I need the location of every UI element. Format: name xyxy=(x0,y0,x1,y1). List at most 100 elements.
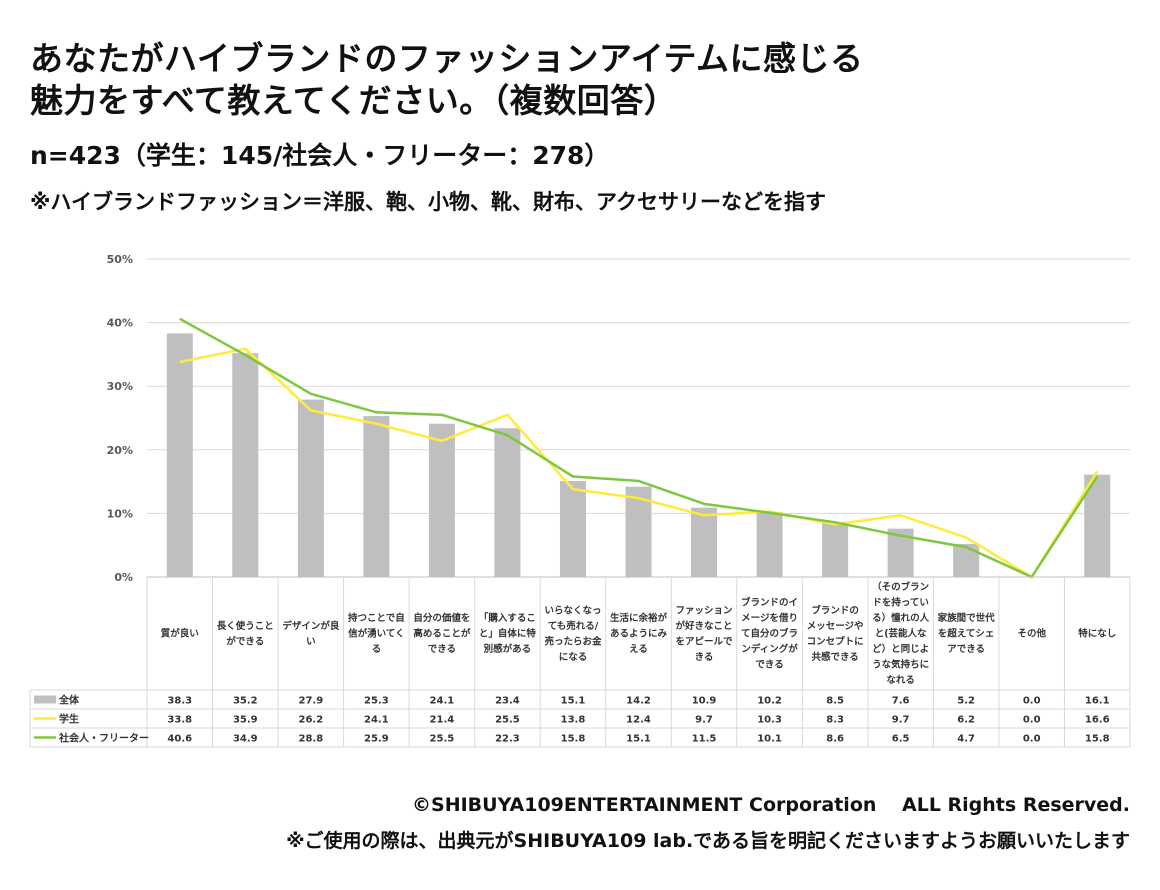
data-label: 15.8 xyxy=(1085,734,1110,745)
bar-overall xyxy=(428,423,455,577)
data-label: 10.3 xyxy=(757,715,782,726)
category-label: ても売れる/ xyxy=(548,620,599,632)
y-tick-label: 50% xyxy=(107,253,133,266)
category-label: える xyxy=(629,644,648,655)
category-label: 「購入するこ xyxy=(479,612,536,624)
data-label: 15.1 xyxy=(626,734,651,745)
data-label: 16.6 xyxy=(1085,715,1110,726)
bar-overall xyxy=(953,543,980,577)
category-label: と」自体に特 xyxy=(479,628,537,640)
category-label: できる xyxy=(428,644,456,655)
bar-overall xyxy=(822,522,849,577)
data-label: 16.1 xyxy=(1085,696,1110,707)
category-label: あるようにみ xyxy=(610,628,668,640)
data-label: 27.9 xyxy=(298,696,323,707)
data-label: 24.1 xyxy=(364,715,389,726)
chart-title-line-1: あなたがハイブランドのファッションアイテムに感じる xyxy=(30,39,864,78)
category-label: 特になし xyxy=(1078,628,1116,640)
data-label: 5.2 xyxy=(957,696,975,707)
category-label: る xyxy=(372,644,382,655)
copyright-text: ©SHIBUYA109ENTERTAINMENT Corporation ALL… xyxy=(412,794,1130,816)
data-label: 40.6 xyxy=(167,734,192,745)
data-label: 13.8 xyxy=(561,715,586,726)
data-label: 35.2 xyxy=(233,696,258,707)
category-label: と(芸能人な xyxy=(875,628,927,640)
data-label: 14.2 xyxy=(626,696,651,707)
data-label: 33.8 xyxy=(167,715,192,726)
category-label: デザインが良 xyxy=(282,620,340,632)
category-label: ど）と同じよ xyxy=(872,643,929,655)
data-label: 10.2 xyxy=(757,696,782,707)
category-label: うな気持ちに xyxy=(872,659,929,671)
bar-overall xyxy=(363,416,390,577)
legend-series-name: 社会人・フリーター xyxy=(58,732,149,745)
category-label: メージを借り xyxy=(741,612,798,624)
category-label: ブランドのイ xyxy=(741,597,798,609)
category-label: 質が良い xyxy=(161,628,199,640)
data-label: 0.0 xyxy=(1023,734,1041,745)
bar-overall xyxy=(297,399,324,577)
category-label: い xyxy=(306,636,316,647)
data-label: 8.6 xyxy=(826,734,844,745)
data-label: 9.7 xyxy=(695,715,713,726)
data-label: 15.8 xyxy=(561,734,586,745)
y-tick-label: 0% xyxy=(114,571,133,584)
category-label: コンセプトに xyxy=(807,635,864,647)
data-label: 11.5 xyxy=(692,734,717,745)
category-label: その他 xyxy=(1017,628,1046,640)
data-label: 6.2 xyxy=(957,715,975,726)
data-label: 15.1 xyxy=(561,696,586,707)
data-label: 25.5 xyxy=(495,715,520,726)
y-tick-label: 20% xyxy=(107,444,133,457)
category-label: きる xyxy=(695,652,714,663)
data-label: 25.5 xyxy=(430,734,455,745)
category-label: メッセージや xyxy=(807,621,864,632)
bar-overall xyxy=(494,428,521,577)
category-label: 生活に余裕が xyxy=(610,612,668,624)
bar-overall xyxy=(559,480,586,577)
category-label: 長く使うこと xyxy=(217,620,274,632)
category-label: （そのブラン xyxy=(872,581,929,593)
data-label: 8.5 xyxy=(826,696,844,707)
category-label: 共感できる xyxy=(811,651,858,663)
data-label: 10.9 xyxy=(692,696,717,707)
data-label: 34.9 xyxy=(233,734,258,745)
data-label: 0.0 xyxy=(1023,696,1041,707)
data-label: 0.0 xyxy=(1023,715,1041,726)
category-label: 家族間で世代 xyxy=(938,612,996,624)
category-label: ブランドの xyxy=(811,604,859,616)
category-label: をアピールで xyxy=(676,635,734,647)
category-label: いらなくなっ xyxy=(544,605,601,616)
category-label: ファッション xyxy=(676,605,733,616)
data-label: 24.1 xyxy=(430,696,455,707)
data-label: 22.3 xyxy=(495,734,520,745)
data-label: 9.7 xyxy=(892,715,910,726)
category-label: になる xyxy=(559,652,588,663)
category-label: て自分のブラ xyxy=(741,628,798,640)
data-label: 25.9 xyxy=(364,734,389,745)
category-label: アできる xyxy=(947,644,985,655)
data-label: 21.4 xyxy=(430,715,455,726)
category-label: 自分の価値を xyxy=(413,612,470,624)
category-label: を超えてシェ xyxy=(938,628,995,640)
line-student xyxy=(179,347,1099,579)
data-label: 23.4 xyxy=(495,696,520,707)
y-tick-label: 10% xyxy=(107,507,133,520)
bar-overall xyxy=(232,353,259,577)
category-label: できる xyxy=(755,660,783,671)
data-label: 26.2 xyxy=(298,715,323,726)
category-label: なれる xyxy=(886,675,915,686)
y-tick-label: 30% xyxy=(107,380,133,393)
category-label: る）憧れの人 xyxy=(872,612,930,624)
data-label: 7.6 xyxy=(892,696,910,707)
line-worker xyxy=(179,317,1099,579)
category-label: 信が湧いてく xyxy=(348,628,404,640)
category-label: 売ったらお金 xyxy=(544,635,602,647)
category-label: ができる xyxy=(226,635,264,647)
legend-series-name: 学生 xyxy=(59,713,79,726)
y-tick-label: 40% xyxy=(107,317,133,330)
category-label: ンディングが xyxy=(741,643,798,655)
data-label: 4.7 xyxy=(957,734,975,745)
bar-overall xyxy=(625,486,652,577)
